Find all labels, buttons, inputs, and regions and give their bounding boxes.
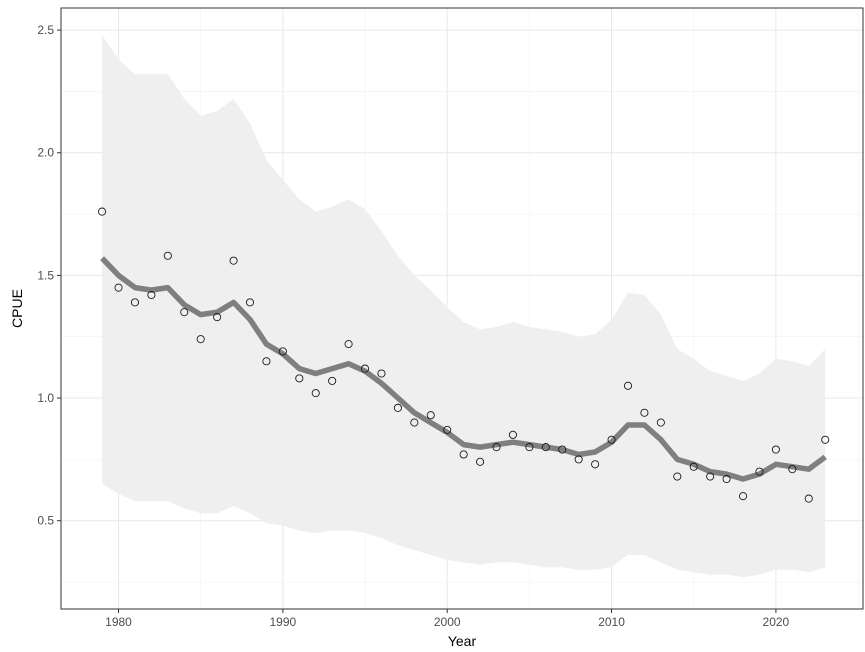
data-point xyxy=(163,251,172,260)
data-point xyxy=(476,457,485,466)
y-axis-title: CPUE xyxy=(9,289,25,328)
y-tick-label: 1.5 xyxy=(37,268,54,282)
x-axis-title: Year xyxy=(448,633,477,649)
data-point xyxy=(311,389,320,398)
data-point xyxy=(443,425,452,434)
data-point xyxy=(377,369,386,378)
data-point xyxy=(410,418,419,427)
data-point xyxy=(591,460,600,469)
data-point xyxy=(328,376,337,385)
data-point xyxy=(180,308,189,317)
data-point xyxy=(755,467,764,476)
trend-line xyxy=(100,256,827,482)
data-point xyxy=(262,357,271,366)
x-tick-label: 2020 xyxy=(763,615,790,629)
y-axis-ticks: 0.5 1.0 1.5 2.0 2.5 xyxy=(37,23,61,528)
data-point xyxy=(459,450,468,459)
data-point xyxy=(196,335,205,344)
data-point xyxy=(492,443,501,452)
data-point xyxy=(689,462,698,471)
data-point xyxy=(623,381,633,390)
data-point xyxy=(771,445,780,454)
data-point xyxy=(574,455,583,464)
panel-border xyxy=(60,7,864,610)
data-point xyxy=(344,340,353,349)
data-point xyxy=(393,403,402,412)
x-tick-label: 2010 xyxy=(598,615,625,629)
data-point xyxy=(821,435,830,444)
y-tick-label: 0.5 xyxy=(37,514,54,528)
data-point xyxy=(426,411,435,420)
x-axis-ticks: 1980 1990 2000 2010 2020 xyxy=(105,609,790,629)
data-point xyxy=(213,313,222,322)
x-tick-label: 1990 xyxy=(270,615,297,629)
data-point xyxy=(558,445,567,454)
data-point xyxy=(229,256,238,265)
data-point xyxy=(278,347,287,356)
y-tick-label: 2.5 xyxy=(37,23,54,37)
confidence-ribbon xyxy=(102,35,826,578)
data-point xyxy=(738,492,748,501)
data-point xyxy=(706,472,715,481)
observed-points xyxy=(98,207,830,503)
data-point xyxy=(295,374,304,383)
data-point xyxy=(245,298,255,307)
data-point xyxy=(360,364,370,373)
data-point xyxy=(673,472,682,481)
data-point xyxy=(640,408,649,417)
data-point xyxy=(541,443,550,452)
data-point xyxy=(722,474,731,484)
data-point xyxy=(508,430,517,439)
data-point xyxy=(98,207,107,216)
y-tick-label: 2.0 xyxy=(37,146,54,160)
x-tick-label: 2000 xyxy=(434,615,461,629)
data-point xyxy=(788,465,797,474)
data-point xyxy=(607,435,616,444)
data-point xyxy=(525,443,534,452)
data-point xyxy=(656,418,665,427)
data-point xyxy=(147,290,156,300)
x-tick-label: 1980 xyxy=(105,615,132,629)
y-tick-label: 1.0 xyxy=(37,391,54,405)
data-point xyxy=(804,494,813,503)
data-point xyxy=(114,283,123,292)
data-point xyxy=(130,298,140,307)
